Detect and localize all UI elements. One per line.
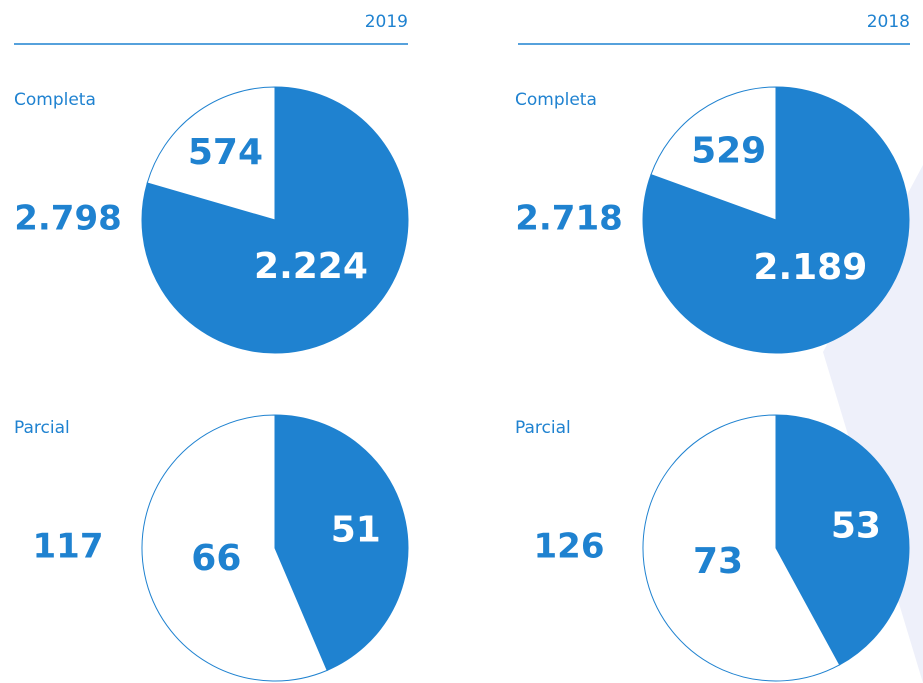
pie-label: Completa [515,90,597,110]
year-header: 2019 [365,12,408,32]
value-label: 2.189 [753,247,867,288]
value-label: 529 [691,130,766,171]
pie-slice [274,414,409,672]
pie-label: Parcial [14,418,70,438]
pie-slice [775,414,910,666]
year-header: 2018 [867,12,910,32]
pie-slice [642,414,841,682]
pie-slice [141,414,328,682]
pie-total: 2.798 [14,199,122,239]
pie-total: 117 [33,527,104,567]
value-label: 73 [693,541,743,582]
pie-label: Parcial [515,418,571,438]
value-label: 574 [188,132,263,173]
pie-total: 126 [534,527,605,567]
value-label: 66 [191,538,241,579]
value-label: 51 [331,510,381,551]
value-label: 2.224 [254,246,368,287]
pie-label: Completa [14,90,96,110]
pie-slice [650,86,777,221]
value-label: 53 [831,506,881,547]
pie-slice [146,86,276,221]
pie-total: 2.718 [515,199,623,239]
